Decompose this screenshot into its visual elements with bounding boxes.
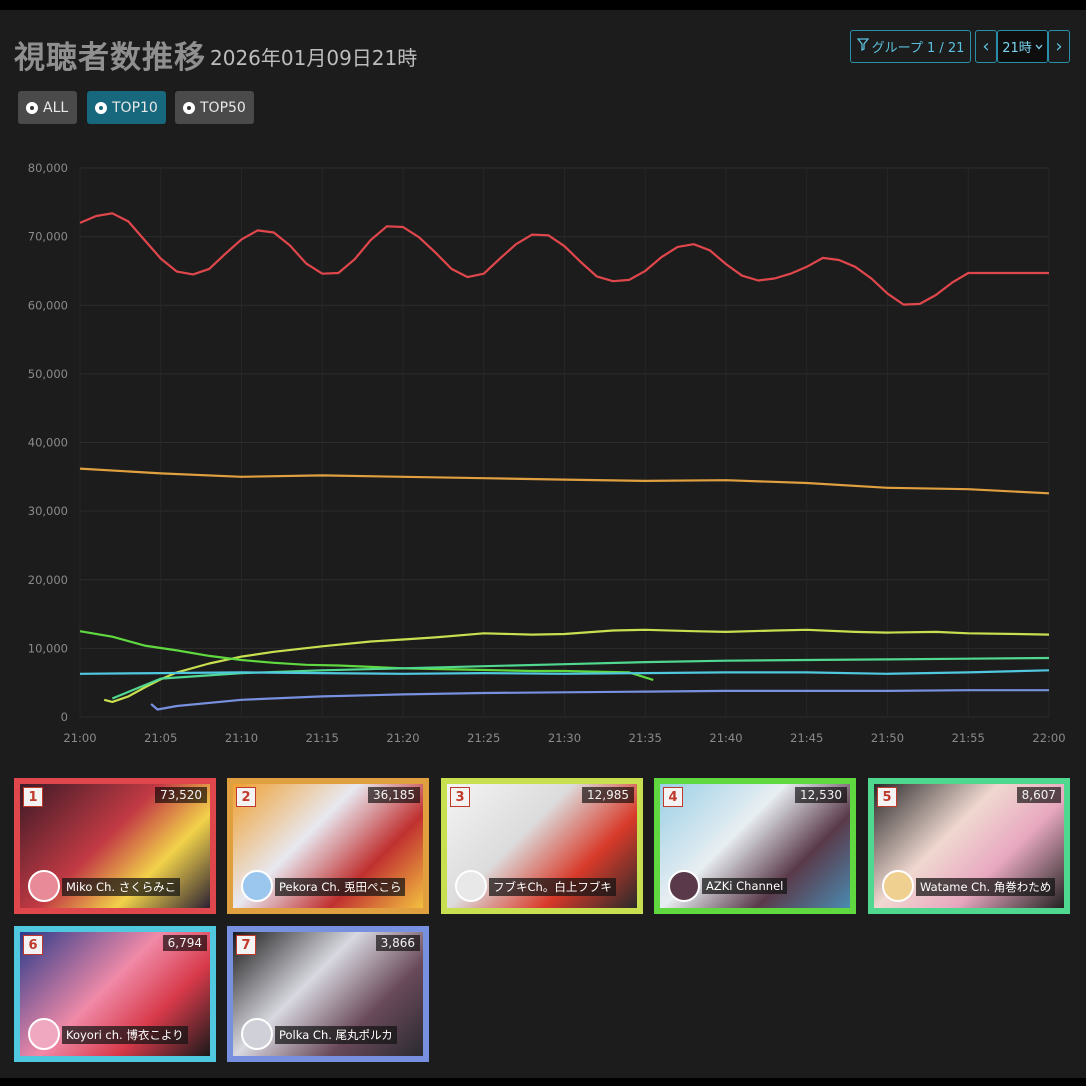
chevron-left-icon: ‹ <box>982 36 990 57</box>
y-tick-label: 70,000 <box>28 230 68 244</box>
rank-badge: 7 <box>236 935 256 955</box>
rank-badge: 2 <box>236 787 256 807</box>
viewer-count: 6,794 <box>162 935 207 951</box>
viewer-count: 36,185 <box>368 787 420 803</box>
channel-card-1[interactable]: 1 73,520 Miko Ch. さくらみこ <box>14 778 216 914</box>
viewer-count: 12,985 <box>582 787 634 803</box>
radio-icon <box>183 101 195 114</box>
filter-icon <box>856 38 869 55</box>
x-tick-label: 21:45 <box>790 731 823 745</box>
x-tick-label: 21:20 <box>386 731 419 745</box>
avatar <box>28 870 60 902</box>
x-tick-label: 21:50 <box>871 731 904 745</box>
group-filter-label: グループ 1 / 21 <box>871 41 965 56</box>
x-tick-label: 21:30 <box>548 731 581 745</box>
prev-hour-button[interactable]: ‹ <box>975 30 997 63</box>
series-line-4 <box>79 630 654 681</box>
x-tick-label: 21:10 <box>225 731 258 745</box>
rank-badge: 1 <box>23 787 43 807</box>
channel-card-7[interactable]: 7 3,866 Polka Ch. 尾丸ポルカ <box>227 926 429 1062</box>
y-tick-label: 30,000 <box>28 504 68 518</box>
x-tick-label: 21:25 <box>467 731 500 745</box>
x-tick-label: 22:00 <box>1032 731 1065 745</box>
channel-card-2[interactable]: 2 36,185 Pekora Ch. 兎田ぺこら <box>227 778 429 914</box>
filter-top10-label: TOP10 <box>112 99 158 116</box>
radio-selected-icon <box>95 101 107 114</box>
y-tick-label: 0 <box>61 710 68 724</box>
viewer-count: 8,607 <box>1016 787 1061 803</box>
x-tick-label: 21:05 <box>144 731 177 745</box>
avatar <box>455 870 487 902</box>
hour-select[interactable]: 21時 <box>997 30 1048 63</box>
chevron-down-icon <box>1035 39 1043 54</box>
avatar <box>668 870 700 902</box>
avatar <box>882 870 914 902</box>
series-line-7 <box>150 689 1049 711</box>
channel-name: Miko Ch. さくらみこ <box>62 878 181 896</box>
y-tick-label: 60,000 <box>28 298 68 312</box>
x-tick-label: 21:15 <box>306 731 339 745</box>
series-line-1 <box>79 212 1049 306</box>
channel-name: フブキCh。白上フブキ <box>489 878 616 896</box>
channel-card-6[interactable]: 6 6,794 Koyori ch. 博衣こより <box>14 926 216 1062</box>
chevron-right-icon: › <box>1055 36 1063 57</box>
y-tick-label: 40,000 <box>28 436 68 450</box>
channel-name: Polka Ch. 尾丸ポルカ <box>275 1026 397 1044</box>
series-line-6 <box>79 669 1050 675</box>
x-tick-label: 21:00 <box>63 731 96 745</box>
x-tick-label: 21:40 <box>709 731 742 745</box>
rank-badge: 6 <box>23 935 43 955</box>
channel-name: Koyori ch. 博衣こより <box>62 1026 188 1044</box>
channel-name: AZKi Channel <box>702 878 788 894</box>
viewer-count: 12,530 <box>795 787 847 803</box>
next-hour-button[interactable]: › <box>1048 30 1070 63</box>
series-line-3 <box>103 628 1050 704</box>
hour-select-value: 21時 <box>1002 41 1032 56</box>
channel-card-3[interactable]: 3 12,985 フブキCh。白上フブキ <box>441 778 643 914</box>
filter-top10-radio[interactable]: TOP10 <box>87 91 166 124</box>
filter-all-radio[interactable]: ALL <box>18 91 77 124</box>
y-tick-label: 80,000 <box>28 161 68 175</box>
y-tick-label: 10,000 <box>28 641 68 655</box>
page-subtitle-datetime: 2026年01月09日21時 <box>210 46 418 70</box>
filter-top50-label: TOP50 <box>200 99 246 116</box>
group-filter-button[interactable]: グループ 1 / 21 <box>850 30 971 63</box>
viewer-trend-page: 視聴者数推移 2026年01月09日21時 グループ 1 / 21 ‹ 21時 … <box>0 10 1086 1078</box>
radio-icon <box>26 101 38 114</box>
filter-top50-radio[interactable]: TOP50 <box>175 91 254 124</box>
y-tick-label: 50,000 <box>28 367 68 381</box>
y-tick-label: 20,000 <box>28 573 68 587</box>
channel-card-4[interactable]: 4 12,530 AZKi Channel <box>654 778 856 914</box>
channel-name: Pekora Ch. 兎田ぺこら <box>275 878 406 896</box>
avatar <box>28 1018 60 1050</box>
page-title: 視聴者数推移 <box>14 40 206 76</box>
avatar <box>241 870 273 902</box>
x-tick-label: 21:35 <box>629 731 662 745</box>
channel-card-5[interactable]: 5 8,607 Watame Ch. 角巻わため <box>868 778 1070 914</box>
series-line-2 <box>79 467 1050 495</box>
x-tick-label: 21:55 <box>952 731 985 745</box>
avatar <box>241 1018 273 1050</box>
channel-name: Watame Ch. 角巻わため <box>916 878 1056 896</box>
viewer-count: 73,520 <box>155 787 207 803</box>
viewer-count: 3,866 <box>375 935 420 951</box>
viewer-line-chart: 80,000 70,000 60,000 50,000 40,000 30,000 20,0… <box>28 161 1066 745</box>
rank-badge: 5 <box>877 787 897 807</box>
rank-badge: 4 <box>663 787 683 807</box>
filter-all-label: ALL <box>43 99 69 116</box>
rank-badge: 3 <box>450 787 470 807</box>
